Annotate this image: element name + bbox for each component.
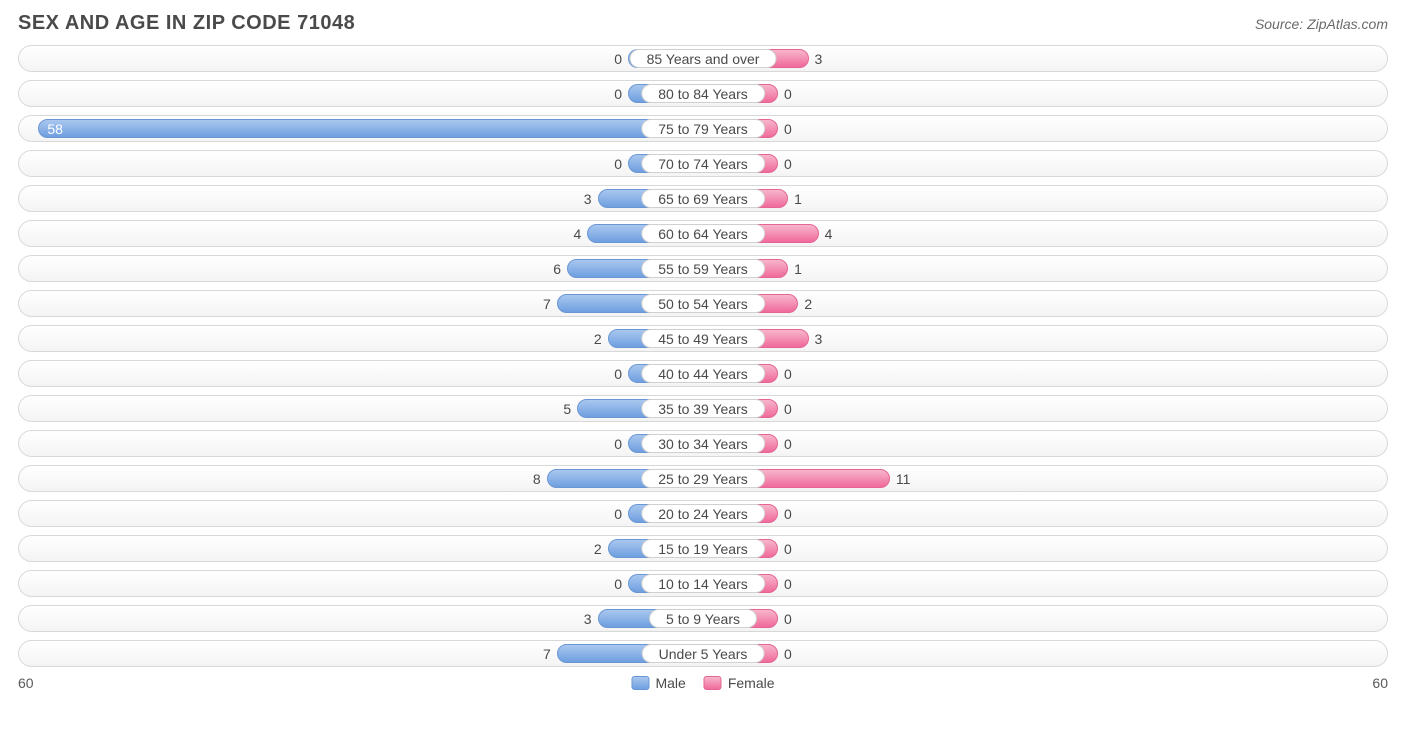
chart-row: 8 11 25 to 29 Years (18, 465, 1388, 492)
male-value: 0 (614, 501, 628, 526)
female-value: 0 (778, 501, 792, 526)
chart-row: 5 0 35 to 39 Years (18, 395, 1388, 422)
age-category-label: 50 to 54 Years (641, 294, 765, 313)
male-value: 0 (614, 151, 628, 176)
female-value: 4 (819, 221, 833, 246)
age-category-label: 30 to 34 Years (641, 434, 765, 453)
male-value: 0 (614, 46, 628, 71)
male-value: 6 (553, 256, 567, 281)
header: SEX AND AGE IN ZIP CODE 71048 Source: Zi… (18, 12, 1388, 35)
chart-row: 3 1 65 to 69 Years (18, 185, 1388, 212)
chart-row: 3 0 5 to 9 Years (18, 605, 1388, 632)
female-value: 0 (778, 641, 792, 666)
male-value: 0 (614, 431, 628, 456)
chart-row: 0 0 10 to 14 Years (18, 570, 1388, 597)
age-category-label: 65 to 69 Years (641, 189, 765, 208)
age-category-label: 25 to 29 Years (641, 469, 765, 488)
chart-row: 4 4 60 to 64 Years (18, 220, 1388, 247)
female-value: 0 (778, 536, 792, 561)
source-attribution: Source: ZipAtlas.com (1255, 16, 1388, 32)
female-value: 0 (778, 361, 792, 386)
chart-row: 0 0 30 to 34 Years (18, 430, 1388, 457)
chart-row: 6 1 55 to 59 Years (18, 255, 1388, 282)
female-value: 0 (778, 606, 792, 631)
male-value: 0 (614, 571, 628, 596)
male-value: 3 (584, 606, 598, 631)
age-category-label: 5 to 9 Years (649, 609, 757, 628)
chart-row: 7 2 50 to 54 Years (18, 290, 1388, 317)
male-swatch-icon (631, 676, 649, 690)
male-value: 2 (594, 326, 608, 351)
male-value: 58 (47, 120, 63, 137)
age-category-label: 75 to 79 Years (641, 119, 765, 138)
legend: Male Female (631, 675, 774, 691)
male-value: 7 (543, 291, 557, 316)
female-value: 0 (778, 81, 792, 106)
male-value: 2 (594, 536, 608, 561)
chart-row: 58 0 75 to 79 Years (18, 115, 1388, 142)
age-category-label: 45 to 49 Years (641, 329, 765, 348)
male-value: 0 (614, 81, 628, 106)
male-value: 3 (584, 186, 598, 211)
female-value: 3 (809, 326, 823, 351)
chart-row: 0 0 40 to 44 Years (18, 360, 1388, 387)
chart-row: 0 0 70 to 74 Years (18, 150, 1388, 177)
female-value: 1 (788, 256, 802, 281)
female-swatch-icon (704, 676, 722, 690)
chart-row: 2 0 15 to 19 Years (18, 535, 1388, 562)
axis-max-left: 60 (18, 675, 34, 691)
age-category-label: 85 Years and over (630, 49, 777, 68)
age-category-label: 20 to 24 Years (641, 504, 765, 523)
female-value: 11 (890, 466, 911, 491)
female-value: 0 (778, 151, 792, 176)
chart-row: 2 3 45 to 49 Years (18, 325, 1388, 352)
male-value: 8 (533, 466, 547, 491)
age-category-label: 60 to 64 Years (641, 224, 765, 243)
legend-male: Male (631, 675, 685, 691)
male-value: 4 (574, 221, 588, 246)
chart-row: 0 0 80 to 84 Years (18, 80, 1388, 107)
chart-row: 7 0 Under 5 Years (18, 640, 1388, 667)
legend-female-label: Female (728, 675, 775, 691)
age-category-label: 40 to 44 Years (641, 364, 765, 383)
female-value: 0 (778, 116, 792, 141)
female-value: 0 (778, 396, 792, 421)
chart-footer: 60 60 Male Female (18, 675, 1388, 699)
age-category-label: Under 5 Years (642, 644, 765, 663)
female-value: 3 (809, 46, 823, 71)
legend-male-label: Male (655, 675, 685, 691)
male-value: 5 (563, 396, 577, 421)
axis-max-right: 60 (1372, 675, 1388, 691)
age-category-label: 55 to 59 Years (641, 259, 765, 278)
age-category-label: 10 to 14 Years (641, 574, 765, 593)
male-value: 0 (614, 361, 628, 386)
age-category-label: 35 to 39 Years (641, 399, 765, 418)
male-bar: 58 (38, 119, 703, 138)
legend-female: Female (704, 675, 775, 691)
chart-title: SEX AND AGE IN ZIP CODE 71048 (18, 12, 355, 35)
female-value: 0 (778, 431, 792, 456)
age-category-label: 15 to 19 Years (641, 539, 765, 558)
chart-row: 0 0 20 to 24 Years (18, 500, 1388, 527)
female-value: 0 (778, 571, 792, 596)
male-value: 7 (543, 641, 557, 666)
age-category-label: 70 to 74 Years (641, 154, 765, 173)
chart-row: 0 3 85 Years and over (18, 45, 1388, 72)
female-value: 2 (798, 291, 812, 316)
tornado-chart: 0385 Years and over0080 to 84 Years58075… (18, 45, 1388, 667)
female-value: 1 (788, 186, 802, 211)
age-category-label: 80 to 84 Years (641, 84, 765, 103)
